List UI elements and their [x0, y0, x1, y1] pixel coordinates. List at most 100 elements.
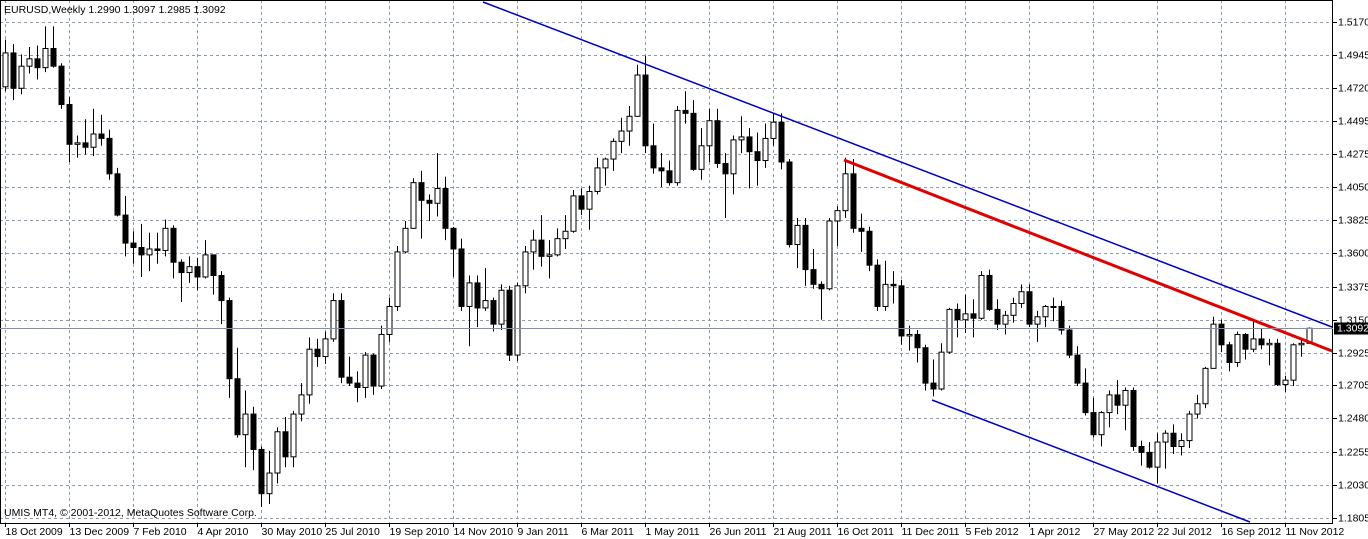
- y-tick-label: 1.4050: [1338, 181, 1368, 193]
- candle-body: [594, 167, 601, 192]
- y-tick-label: 1.2705: [1338, 379, 1368, 391]
- candle-body: [714, 120, 721, 164]
- candle-body: [554, 238, 561, 256]
- candle-body: [1042, 305, 1049, 318]
- candle-body: [1058, 305, 1065, 331]
- candle-body: [50, 47, 57, 67]
- x-tick-label: 30 May 2010: [262, 526, 323, 538]
- x-tick-label: 27 May 2012: [1094, 526, 1155, 538]
- candle-body: [114, 173, 121, 216]
- candle-body: [1218, 323, 1225, 346]
- candle-body: [1250, 338, 1257, 350]
- candle-body: [778, 121, 785, 163]
- candle-body: [162, 227, 169, 251]
- x-tick-label: 4 Apr 2010: [198, 526, 249, 538]
- copyright: UMIS MT4, © 2001-2012, MetaQuotes Softwa…: [4, 507, 257, 519]
- candle-body: [378, 333, 385, 387]
- candle-body: [314, 348, 321, 358]
- candle-body: [1018, 291, 1025, 305]
- candle-body: [1146, 451, 1153, 468]
- candle-body: [698, 145, 705, 170]
- candle-body: [290, 413, 297, 458]
- candle-body: [610, 140, 617, 160]
- y-tick-label: 1.3375: [1338, 281, 1368, 293]
- candle-body: [170, 227, 177, 263]
- candle-body: [210, 254, 217, 277]
- candle-body: [1098, 412, 1105, 436]
- candle-body: [818, 283, 825, 290]
- candle-body: [98, 133, 105, 139]
- candle-body: [498, 289, 505, 325]
- candle-body: [282, 431, 289, 458]
- candle-body: [450, 227, 457, 250]
- x-tick-label: 1 Apr 2012: [1030, 526, 1081, 538]
- y-tick-label: 1.4720: [1338, 82, 1368, 94]
- candle-body: [1130, 389, 1137, 447]
- candle-body: [1066, 329, 1073, 356]
- candle-body: [234, 378, 241, 436]
- x-tick-label: 6 Mar 2011: [582, 526, 634, 538]
- candle-body: [1138, 445, 1145, 453]
- x-tick-label: 16 Sep 2012: [1222, 526, 1282, 538]
- candle-body: [642, 74, 649, 147]
- candle-body: [258, 448, 265, 495]
- candle-body: [306, 348, 313, 396]
- y-tick-label: 1.2925: [1338, 347, 1368, 359]
- candle-body: [186, 266, 193, 274]
- candle-body: [130, 242, 137, 248]
- candle-body: [410, 182, 417, 229]
- candle-body: [1298, 342, 1305, 346]
- candle-body: [962, 313, 969, 321]
- candle-body: [634, 74, 641, 117]
- candle-body: [986, 275, 993, 310]
- candle-body: [874, 264, 881, 307]
- x-tick-label: 7 Feb 2010: [134, 526, 187, 538]
- candle-body: [434, 188, 441, 204]
- candle-body: [706, 120, 713, 147]
- candle-body: [2, 52, 9, 88]
- candle-body: [834, 210, 841, 222]
- candle-body: [106, 137, 113, 175]
- y-tick-label: 1.3825: [1338, 214, 1368, 226]
- x-tick-label: 5 Feb 2012: [966, 526, 1019, 538]
- candle-body: [1002, 314, 1009, 325]
- x-tick-label: 21 Aug 2011: [774, 526, 832, 538]
- candles: [2, 26, 1313, 507]
- candle-body: [226, 300, 233, 380]
- candle-body: [546, 254, 553, 257]
- trend-line-lower: [931, 399, 1251, 523]
- candle-body: [346, 376, 353, 384]
- candle-body: [26, 58, 33, 67]
- y-tick-label: 1.5170: [1338, 16, 1368, 28]
- candle-body: [890, 283, 897, 287]
- candle-body: [898, 285, 905, 337]
- candle-body: [1090, 412, 1097, 436]
- candle-body: [426, 199, 433, 204]
- candle-body: [994, 308, 1001, 325]
- candle-body: [602, 158, 609, 169]
- candle-body: [490, 300, 497, 325]
- x-tick-label: 9 Jan 2011: [518, 526, 569, 538]
- candle-body: [82, 142, 89, 148]
- x-tick-label: 13 Dec 2009: [70, 526, 130, 538]
- candle-body: [954, 308, 961, 321]
- x-tick-label: 11 Nov 2012: [1286, 526, 1345, 538]
- candle-body: [402, 227, 409, 253]
- y-tick-label: 1.2030: [1338, 479, 1368, 491]
- candle-body: [674, 109, 681, 184]
- x-tick-label: 16 Oct 2011: [838, 526, 895, 538]
- y-tick-label: 1.2255: [1338, 446, 1368, 458]
- candle-body: [194, 266, 201, 278]
- candle-body: [810, 269, 817, 285]
- candle-body: [906, 333, 913, 337]
- candle-body: [1226, 344, 1233, 363]
- candle-body: [1258, 338, 1265, 346]
- candle-body: [42, 47, 49, 69]
- candle-body: [1170, 432, 1177, 447]
- candle-body: [90, 133, 97, 148]
- candle-body: [1114, 394, 1121, 406]
- candle-body: [658, 167, 665, 172]
- candle-body: [746, 136, 753, 153]
- candle-body: [858, 227, 865, 232]
